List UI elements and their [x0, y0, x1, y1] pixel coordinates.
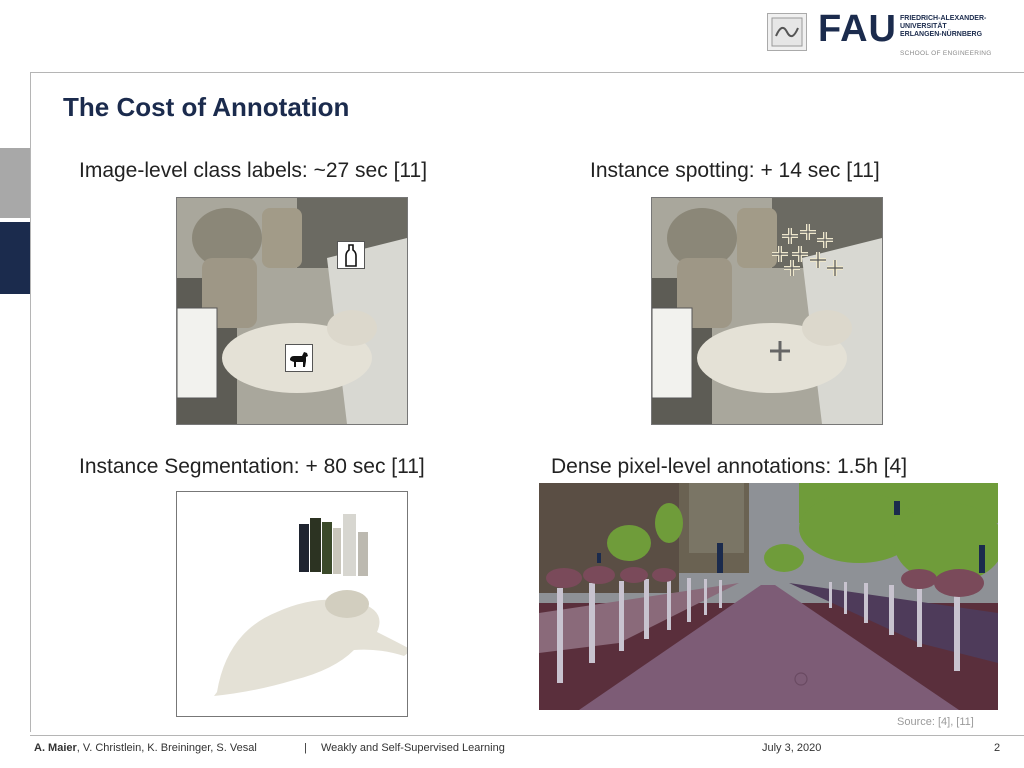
source-citation: Source: [4], [11] [897, 716, 974, 728]
panel-label-instance-spotting: Instance spotting: + 14 sec [11] [590, 159, 880, 183]
seal-logo [767, 13, 807, 51]
dog-photo-image-level [176, 197, 408, 425]
top-rule [30, 72, 1024, 73]
footer-date: July 3, 2020 [762, 742, 821, 754]
bottom-rule [30, 735, 1024, 736]
side-bar-gray [0, 148, 30, 218]
university-name: FRIEDRICH-ALEXANDER- UNIVERSITÄT ERLANGE… [900, 15, 986, 39]
segmentation-mask-image [176, 491, 408, 717]
panel-label-instance-segmentation: Instance Segmentation: + 80 sec [11] [79, 455, 425, 479]
slide-title: The Cost of Annotation [63, 92, 349, 123]
footer-author-bold: A. Maier [34, 742, 77, 754]
footer-separator: | [304, 742, 307, 754]
side-bar-navy [0, 222, 30, 294]
panel-label-image-level: Image-level class labels: ~27 sec [11] [79, 159, 427, 183]
footer-course: Weakly and Self-Supervised Learning [321, 742, 505, 754]
fau-logo: FAU [818, 10, 897, 48]
footer-authors: A. Maier, V. Christlein, K. Breininger, … [34, 742, 257, 754]
footer-authors-rest: , V. Christlein, K. Breininger, S. Vesal [77, 742, 257, 754]
bottle-icon [337, 241, 365, 269]
dog-photo-instance-spotting [651, 197, 883, 425]
school-name: SCHOOL OF ENGINEERING [900, 50, 992, 57]
footer-page-number: 2 [994, 742, 1000, 754]
left-rule [30, 72, 31, 732]
dense-segmentation-image [539, 483, 998, 710]
panel-label-dense-pixel: Dense pixel-level annotations: 1.5h [4] [551, 455, 907, 479]
dog-icon [285, 344, 313, 372]
